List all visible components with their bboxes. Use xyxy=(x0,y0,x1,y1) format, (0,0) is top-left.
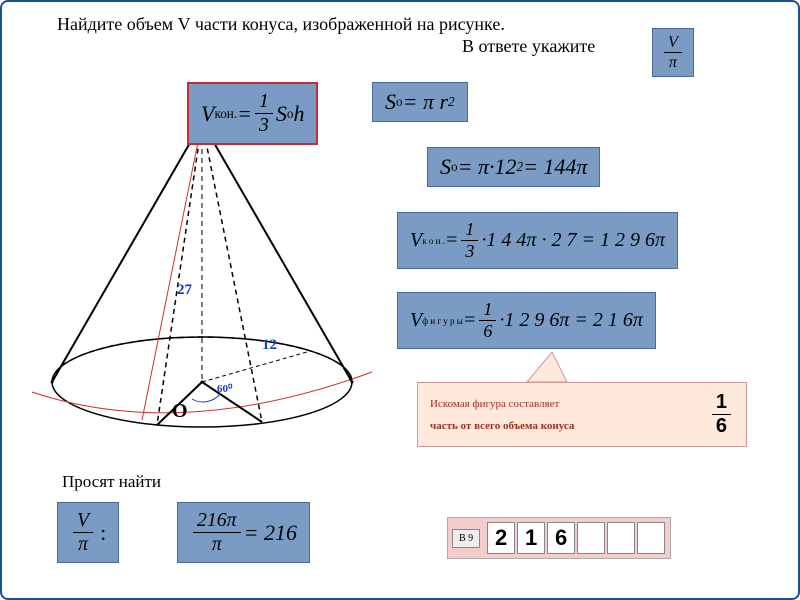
formula-vfig: Vф и г у р ы = 16 ·1 2 9 6π = 2 1 6π xyxy=(397,292,656,349)
formula-vcone-calc: Vк о н . = 13 ·1 4 4π · 2 7 = 1 2 9 6π xyxy=(397,212,678,269)
f4-n: 1 xyxy=(461,219,478,241)
f6-n: V xyxy=(73,509,93,533)
callout-l2: часть от всего объема конуса xyxy=(430,420,574,432)
f5-sub: ф и г у р ы xyxy=(422,316,463,326)
f4-eq: = xyxy=(445,229,459,252)
f7-n: 216π xyxy=(193,509,241,533)
f1-v: V xyxy=(201,101,214,127)
f7-d: π xyxy=(208,533,226,556)
problem-text: Найдите объем V части конуса, изображенн… xyxy=(57,14,505,35)
center-label: O xyxy=(172,400,188,423)
callout-d: 6 xyxy=(712,415,731,438)
f5-eq: = xyxy=(463,309,477,332)
f6-d: π xyxy=(74,533,92,556)
f4-sub: к о н . xyxy=(422,236,445,246)
f1-eq: = xyxy=(237,101,252,127)
formula-area: So = π r2 xyxy=(372,82,468,122)
answer-cell[interactable] xyxy=(637,522,665,554)
formula-area-calc: So = π·122 = 144π xyxy=(427,147,600,187)
answer-cell[interactable]: 1 xyxy=(517,522,545,554)
vpi-d: π xyxy=(665,53,681,72)
f4-post: ·1 4 4π · 2 7 = 1 2 9 6π xyxy=(481,229,665,252)
formula-volume-cone: Vкон. = 13 So h xyxy=(187,82,318,145)
f1-h: h xyxy=(293,101,304,127)
f6-colon: : xyxy=(100,520,106,546)
f5-post: ·1 2 9 6π = 2 1 6π xyxy=(499,309,643,332)
answer-cell[interactable] xyxy=(607,522,635,554)
f5-n: 1 xyxy=(479,299,496,321)
f1-n: 1 xyxy=(255,90,273,114)
f2-sub: o xyxy=(396,94,403,110)
vpi-n: V xyxy=(664,33,682,53)
answer-cell[interactable] xyxy=(577,522,605,554)
callout-n: 1 xyxy=(712,391,731,415)
f1-sub: кон. xyxy=(214,106,237,122)
callout-pointer xyxy=(512,352,592,387)
formula-vpi-colon: Vπ : xyxy=(57,502,119,563)
f3-end: = 144π xyxy=(523,154,587,180)
callout-box: Искомая фигура составляет часть от всего… xyxy=(417,382,747,447)
f3-sub: o xyxy=(451,159,458,175)
f5-v: V xyxy=(410,309,422,332)
ask-text: Просят найти xyxy=(62,472,161,492)
answer-cell[interactable]: 6 xyxy=(547,522,575,554)
f4-d: 3 xyxy=(461,241,478,262)
f1-s: S xyxy=(276,101,287,127)
angle-label: 60⁰ xyxy=(217,382,232,395)
f3-s: S xyxy=(440,154,451,180)
f1-sub2: o xyxy=(287,106,294,122)
f1-d: 3 xyxy=(255,114,273,137)
f2-post: = π r xyxy=(403,89,448,115)
radius-label: 12 xyxy=(262,337,277,354)
f3-mid: = π·12 xyxy=(458,154,517,180)
vpi-badge: Vπ xyxy=(652,28,694,77)
height-label: 27 xyxy=(177,282,192,299)
f5-d: 6 xyxy=(479,321,496,342)
callout-l1: Искомая фигура составляет xyxy=(430,398,574,410)
f2-s: S xyxy=(385,89,396,115)
answer-cell[interactable]: 2 xyxy=(487,522,515,554)
formula-result: 216ππ = 216 xyxy=(177,502,310,563)
answer-label: В 9 xyxy=(452,529,480,548)
answer-box: В 9 2 1 6 xyxy=(447,517,671,559)
f2-sup: 2 xyxy=(448,94,455,110)
f4-v: V xyxy=(410,229,422,252)
hint-text: В ответе укажите xyxy=(462,36,595,57)
f3-sup: 2 xyxy=(516,159,523,175)
f7-eq: = 216 xyxy=(244,520,297,546)
